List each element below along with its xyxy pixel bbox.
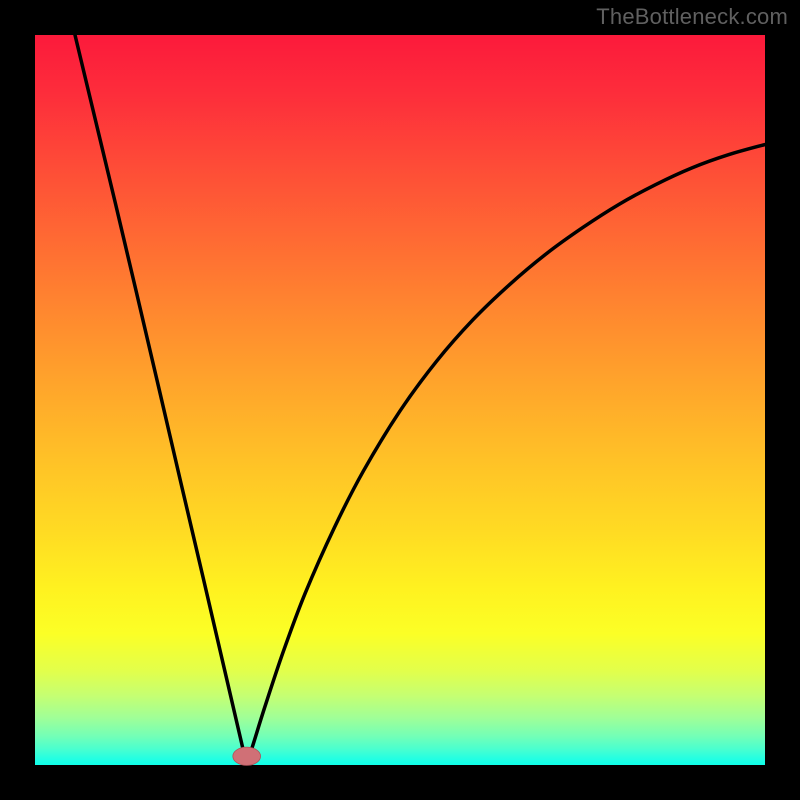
bottleneck-plot xyxy=(0,0,800,800)
watermark-text: TheBottleneck.com xyxy=(596,4,788,30)
plot-background xyxy=(35,35,765,765)
vertex-marker xyxy=(233,747,261,765)
chart-frame: TheBottleneck.com xyxy=(0,0,800,800)
